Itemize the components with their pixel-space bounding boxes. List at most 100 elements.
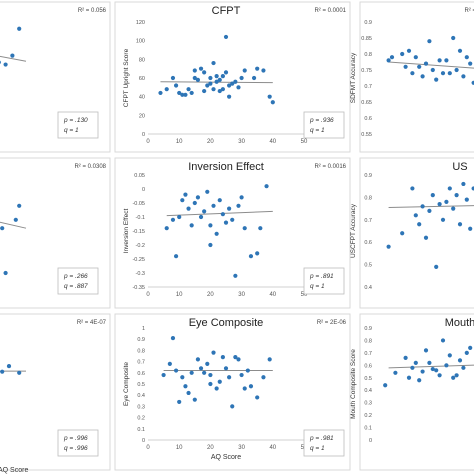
data-point — [468, 61, 473, 66]
data-point — [17, 370, 22, 375]
panel-title: Eye Composite — [189, 317, 264, 329]
trend-line — [166, 210, 273, 217]
stats-text: p = .936 — [309, 117, 334, 124]
data-point — [189, 90, 194, 96]
data-point — [248, 254, 254, 259]
y-axis-label: USCFPT Accuracy — [350, 203, 357, 258]
data-point — [461, 365, 466, 370]
y-tick-label: 120 — [136, 20, 145, 26]
data-point — [202, 370, 207, 375]
y-tick-label: 0.65 — [361, 100, 372, 106]
data-point — [211, 203, 216, 208]
data-point — [192, 68, 197, 73]
data-point — [255, 251, 260, 256]
y-axis-label: Inversion Effect — [123, 208, 130, 253]
data-point — [454, 373, 459, 378]
panel-title: Inversion Effect — [188, 161, 264, 173]
stats-text: q = .996 — [64, 445, 88, 452]
data-point — [6, 363, 12, 369]
data-point — [242, 386, 247, 391]
data-point — [447, 71, 452, 76]
data-point — [208, 242, 213, 248]
y-tick-label: 0.7 — [364, 351, 372, 357]
stats-text: q = 1 — [310, 445, 325, 452]
data-point — [173, 368, 179, 373]
panel-9: Mouth 0 0.1 0.2 0.3 0.4 0.5 0.6 0.7 0.8 0.9 Mouth C… — [350, 313, 474, 471]
data-point — [177, 399, 182, 405]
trend-line — [388, 61, 474, 69]
r-squared-label: R² = 0.056 — [78, 8, 107, 14]
stats-box — [57, 429, 99, 457]
data-point — [457, 222, 463, 227]
y-tick-label: 0.4 — [364, 285, 372, 291]
data-point — [233, 79, 238, 84]
data-point — [447, 353, 452, 358]
y-tick-label: 0.5 — [364, 263, 372, 269]
data-point — [413, 213, 418, 218]
data-point — [195, 77, 201, 82]
data-point — [183, 384, 188, 389]
y-tick-label: 0.1 — [137, 427, 145, 433]
stats-box — [57, 111, 99, 139]
data-point — [180, 375, 185, 380]
data-point — [403, 355, 408, 360]
y-tick-label: 0 — [369, 438, 372, 444]
y-tick-label: 0.4 — [364, 388, 372, 394]
data-point — [220, 87, 225, 92]
data-point — [423, 235, 429, 240]
data-point — [255, 395, 260, 400]
x-tick-label: 20 — [207, 139, 214, 145]
y-tick-label: -0.15 — [132, 229, 145, 235]
x-axis-label: AQ Score — [211, 454, 241, 461]
data-point — [220, 74, 225, 79]
trend-line — [388, 364, 474, 369]
data-point — [177, 90, 182, 96]
data-point — [461, 74, 466, 79]
y-tick-label: 0.3 — [364, 401, 372, 407]
data-point — [0, 226, 5, 231]
r-squared-label: R² = 4E-07 — [77, 320, 107, 326]
y-tick-label: 0.3 — [137, 404, 145, 410]
data-point — [406, 375, 412, 380]
data-point — [258, 226, 263, 231]
y-axis-label: Eye Composite — [123, 362, 130, 406]
data-point — [437, 202, 442, 207]
data-point — [227, 206, 232, 211]
data-point — [205, 83, 210, 88]
data-point — [173, 83, 179, 88]
data-point — [406, 48, 412, 53]
y-tick-label: 60 — [139, 76, 145, 82]
data-point — [400, 231, 405, 236]
data-point — [427, 208, 432, 213]
data-point — [410, 365, 415, 370]
data-point — [208, 75, 213, 81]
data-point — [423, 61, 429, 66]
data-point — [451, 35, 456, 41]
panel-title: US — [452, 161, 467, 173]
data-point — [214, 231, 219, 236]
data-point — [170, 335, 176, 341]
data-point — [161, 372, 166, 378]
y-tick-label: 0.8 — [364, 338, 372, 344]
data-point — [420, 369, 425, 374]
data-point — [170, 75, 176, 81]
y-tick-label: -0.3 — [136, 271, 145, 277]
x-tick-label: 50 — [301, 139, 308, 145]
y-tick-label: 0.8 — [137, 348, 145, 354]
data-point — [427, 39, 432, 44]
data-point — [386, 58, 391, 63]
x-tick-label: 10 — [176, 139, 183, 145]
x-tick-label: 50 — [301, 292, 308, 298]
data-point — [202, 88, 207, 94]
data-point — [164, 226, 169, 231]
stats-box — [303, 429, 345, 457]
stats-text: p = .891 — [309, 273, 334, 280]
x-tick-label: 30 — [238, 292, 245, 298]
data-point — [447, 186, 452, 191]
data-point — [227, 94, 232, 99]
data-point — [471, 80, 474, 85]
y-tick-label: 0.9 — [364, 20, 372, 26]
